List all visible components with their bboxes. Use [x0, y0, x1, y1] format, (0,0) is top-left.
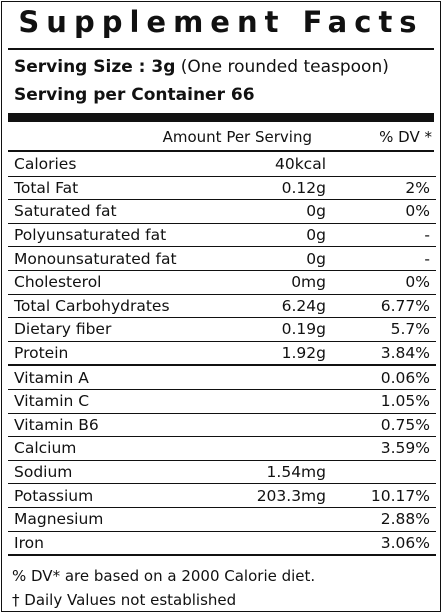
nutrient-amount [230, 365, 332, 390]
nutrient-row: Total Carbohydrates 6.24g 6.77% [8, 294, 436, 319]
nutrient-amount: 0.19g [230, 317, 332, 342]
nutrient-amount [230, 436, 332, 461]
nutrient-amount [230, 413, 332, 438]
nutrient-dv: 2% [332, 176, 436, 201]
nutrient-row: Saturated fat 0g 0% [8, 199, 436, 224]
nutrient-name: Vitamin C [8, 389, 230, 414]
nutrient-row: Potassium 203.3mg 10.17% [8, 483, 436, 508]
nutrient-name: Iron [8, 531, 230, 557]
nutrient-name: Cholesterol [8, 270, 230, 295]
nutrient-row: Vitamin B6 0.75% [8, 413, 436, 438]
nutrient-amount: 0g [230, 223, 332, 248]
nutrient-dv: 0% [332, 199, 436, 224]
column-header: Amount Per Serving % DV * [8, 126, 434, 148]
nutrient-amount: 40kcal [230, 153, 332, 177]
nutrient-row: Monounsaturated fat 0g - [8, 246, 436, 271]
serving-size-note: (One rounded teaspoon) [180, 57, 389, 77]
nutrient-row: Calcium 3.59% [8, 436, 436, 461]
nutrient-row: Polyunsaturated fat 0g - [8, 223, 436, 248]
nutrient-name: Monounsaturated fat [8, 246, 230, 271]
nutrient-row: Iron 3.06% [8, 531, 436, 557]
header-divider [8, 150, 434, 152]
nutrient-name: Vitamin A [8, 365, 230, 390]
nutrient-name: Magnesium [8, 507, 230, 532]
nutrient-dv: 10.17% [332, 483, 436, 508]
nutrient-row: Cholesterol 0mg 0% [8, 270, 436, 295]
nutrient-row: Sodium 1.54mg [8, 460, 436, 485]
nutrient-row: Protein 1.92g 3.84% [8, 341, 436, 367]
dv-footnote: % DV* are based on a 2000 Calorie diet. [12, 567, 316, 585]
nutrient-name: Saturated fat [8, 199, 230, 224]
nutrient-amount: 203.3mg [230, 483, 332, 508]
dv-header: % DV * [379, 128, 432, 146]
label-title: Supplement Facts [18, 5, 424, 39]
nutrient-dv: 2.88% [332, 507, 436, 532]
thick-divider [8, 113, 434, 122]
nutrient-name: Sodium [8, 460, 230, 485]
nutrient-name: Calories [8, 153, 230, 177]
nutrient-name: Vitamin B6 [8, 413, 230, 438]
nutrient-amount: 0mg [230, 270, 332, 295]
nutrient-amount [230, 389, 332, 414]
nutrient-row: Vitamin C 1.05% [8, 389, 436, 414]
title-divider [8, 48, 434, 50]
nutrient-row: Magnesium 2.88% [8, 507, 436, 532]
nutrient-dv: - [332, 223, 436, 248]
nutrient-dv: 1.05% [332, 389, 436, 414]
nutrient-name: Potassium [8, 483, 230, 508]
nutrient-dv: 0.75% [332, 413, 436, 438]
nutrient-dv: - [332, 246, 436, 271]
serving-size: Serving Size : 3g (One rounded teaspoon) [14, 56, 389, 78]
nutrient-name: Total Fat [8, 176, 230, 201]
nutrient-dv: 6.77% [332, 294, 436, 319]
nutrient-name: Total Carbohydrates [8, 294, 230, 319]
amount-per-serving-header: Amount Per Serving [162, 128, 312, 146]
nutrient-dv: 3.06% [332, 531, 436, 557]
nutrient-amount [230, 507, 332, 532]
nutrient-name: Protein [8, 341, 230, 367]
nutrient-dv [332, 460, 436, 485]
nutrient-name: Calcium [8, 436, 230, 461]
nutrient-name: Polyunsaturated fat [8, 223, 230, 248]
nutrient-amount: 0g [230, 246, 332, 271]
nutrient-dv: 3.84% [332, 341, 436, 367]
nutrient-row: Vitamin A 0.06% [8, 365, 436, 390]
nutrient-dv: 0% [332, 270, 436, 295]
nutrient-amount: 0.12g [230, 176, 332, 201]
nutrient-dv: 5.7% [332, 317, 436, 342]
nutrient-amount: 1.92g [230, 341, 332, 367]
nutrient-amount: 0g [230, 199, 332, 224]
nutrient-row: Total Fat 0.12g 2% [8, 176, 436, 201]
nutrient-amount: 1.54mg [230, 460, 332, 485]
nutrient-row: Calories 40kcal [8, 153, 436, 177]
nutrient-name: Dietary fiber [8, 317, 230, 342]
nutrient-dv: 0.06% [332, 365, 436, 390]
nutrient-amount: 6.24g [230, 294, 332, 319]
nutrient-table: Calories 40kcal Total Fat 0.12g 2% Saturated … [8, 153, 436, 557]
serving-size-label: Serving Size : 3g [14, 57, 176, 77]
nutrient-dv: 3.59% [332, 436, 436, 461]
nutrient-row: Dietary fiber 0.19g 5.7% [8, 317, 436, 342]
servings-per-container: Serving per Container 66 [14, 85, 255, 105]
nutrient-amount [230, 531, 332, 557]
nutrient-dv [332, 153, 436, 177]
not-established-footnote: † Daily Values not established [12, 591, 237, 609]
